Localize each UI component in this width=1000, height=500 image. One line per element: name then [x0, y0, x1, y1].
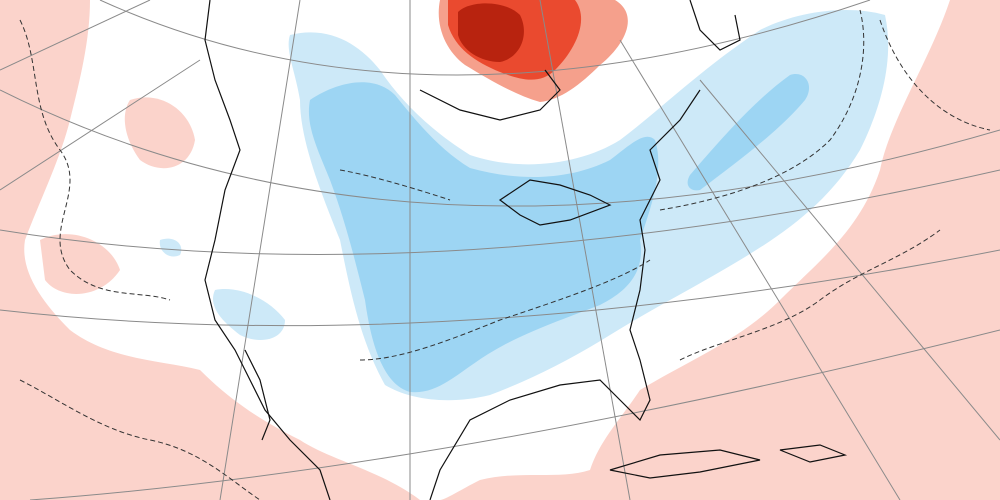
cold-streak	[687, 74, 810, 191]
cold-region	[308, 82, 659, 393]
contour-line	[879, 19, 991, 131]
labrador	[689, 0, 741, 51]
contour-line	[659, 9, 865, 211]
meridian-line	[619, 39, 901, 500]
west-coast	[204, 0, 331, 500]
warm-patch	[124, 97, 195, 169]
contours	[19, 9, 991, 500]
latitude-line	[29, 329, 1000, 500]
warm-patch	[40, 234, 120, 294]
great-lakes	[498, 179, 612, 226]
cuba	[609, 449, 761, 479]
meridian-line	[699, 79, 1000, 441]
meridian-line	[0, 0, 151, 71]
contour-line	[19, 379, 261, 500]
hudson-bay	[419, 69, 561, 121]
latitude-line	[0, 89, 1000, 207]
meridian-line	[219, 0, 301, 500]
hispaniola	[779, 444, 848, 463]
latitude-line	[0, 249, 1000, 327]
cool-patch	[212, 289, 285, 340]
baja	[244, 349, 271, 441]
east-coast	[429, 89, 701, 500]
meridian-line	[0, 59, 201, 191]
latitude-line	[99, 0, 871, 76]
cool-patch	[159, 238, 182, 257]
coastline	[204, 0, 848, 500]
warm-core-inner	[458, 3, 524, 62]
latitude-line	[0, 169, 1000, 255]
contour-line	[679, 229, 941, 361]
contour-line	[339, 169, 651, 361]
